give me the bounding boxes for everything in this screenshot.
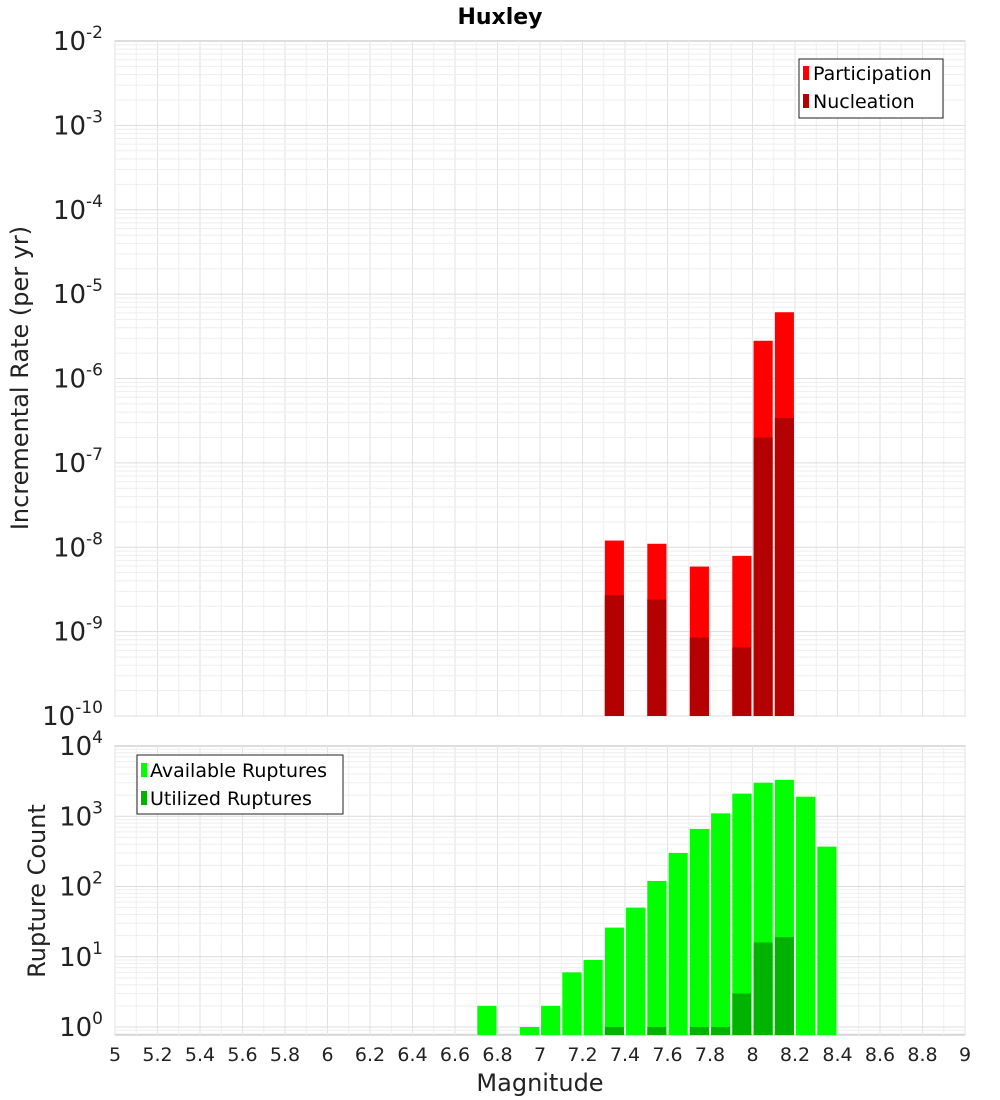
bar-bottom-1-4 xyxy=(732,993,752,1035)
bar-bottom-1-6 xyxy=(774,937,794,1035)
bar-bottom-1-3 xyxy=(711,1027,731,1035)
bar-bottom-0-14 xyxy=(796,796,816,1035)
bar-bottom-0-7 xyxy=(647,880,667,1035)
x-tick-9: 6.8 xyxy=(482,1044,512,1066)
bar-bottom-1-0 xyxy=(604,1027,624,1035)
bar-top-1-1 xyxy=(647,599,667,716)
top-bars xyxy=(604,312,794,716)
y-tick-bottom-3: 103 xyxy=(59,798,103,832)
x-tick-13: 7.6 xyxy=(652,1044,682,1066)
legend-swatch-available xyxy=(141,763,147,777)
bar-bottom-0-3 xyxy=(562,972,582,1035)
bar-bottom-0-5 xyxy=(604,927,624,1035)
x-tick-11: 7.2 xyxy=(567,1044,597,1066)
x-tick-18: 8.6 xyxy=(865,1044,895,1066)
bar-bottom-1-5 xyxy=(753,942,773,1035)
legend-swatch-nucleation xyxy=(803,94,809,108)
y-tick-top-6: 10-4 xyxy=(53,192,103,226)
bottom-y-ticks: 100 101 102 103 104 xyxy=(59,728,103,1043)
bar-bottom-1-2 xyxy=(689,1027,709,1035)
x-tick-3: 5.6 xyxy=(227,1044,257,1066)
top-y-axis-label: Incremental Rate (per yr) xyxy=(6,226,34,530)
x-tick-8: 6.6 xyxy=(440,1044,470,1066)
legend-label-utilized: Utilized Ruptures xyxy=(150,788,312,810)
bar-bottom-0-9 xyxy=(689,828,709,1035)
bar-top-1-5 xyxy=(774,418,794,716)
bar-bottom-0-10 xyxy=(711,813,731,1035)
x-tick-16: 8.2 xyxy=(780,1044,810,1066)
x-tick-12: 7.4 xyxy=(610,1044,640,1066)
y-tick-top-1: 10-9 xyxy=(53,614,103,648)
y-tick-bottom-1: 101 xyxy=(59,939,103,973)
bar-top-1-0 xyxy=(604,595,624,716)
x-tick-7: 6.4 xyxy=(397,1044,427,1066)
top-legend-box xyxy=(798,58,944,119)
bar-bottom-0-2 xyxy=(541,1005,561,1035)
chart-title: Huxley xyxy=(457,5,542,30)
x-axis-label: Magnitude xyxy=(476,1069,603,1097)
y-tick-top-4: 10-6 xyxy=(53,361,103,395)
bar-bottom-0-4 xyxy=(583,959,603,1035)
top-panel: 10-10 10-9 10-8 10-7 10-6 10-5 10-4 10-3 10-2 In… xyxy=(6,23,966,732)
bar-bottom-0-6 xyxy=(626,907,646,1035)
y-tick-top-5: 10-5 xyxy=(53,276,103,310)
x-tick-2: 5.4 xyxy=(185,1044,215,1066)
top-grid xyxy=(114,41,966,717)
x-tick-19: 8.8 xyxy=(907,1044,937,1066)
bottom-bars xyxy=(477,779,837,1035)
x-tick-5: 6 xyxy=(321,1044,333,1066)
bar-bottom-0-0 xyxy=(477,1005,497,1035)
legend-label-nucleation: Nucleation xyxy=(813,91,915,113)
y-tick-top-7: 10-3 xyxy=(53,107,103,141)
x-tick-0: 5 xyxy=(109,1044,121,1066)
x-tick-14: 7.8 xyxy=(695,1044,725,1066)
bottom-legend-box xyxy=(136,754,344,815)
bar-bottom-0-8 xyxy=(668,852,688,1035)
x-tick-17: 8.4 xyxy=(822,1044,852,1066)
top-y-ticks: 10-10 10-9 10-8 10-7 10-6 10-5 10-4 10-3 10-2 xyxy=(42,23,103,732)
bottom-legend: Available Ruptures Utilized Ruptures xyxy=(136,754,344,815)
bar-bottom-0-11 xyxy=(732,793,752,1035)
x-tick-10: 7 xyxy=(534,1044,546,1066)
bar-top-1-2 xyxy=(689,637,709,716)
bar-bottom-1-1 xyxy=(647,1027,667,1035)
bar-bottom-0-1 xyxy=(519,1027,539,1035)
legend-swatch-utilized xyxy=(141,791,147,805)
legend-label-participation: Participation xyxy=(813,63,932,85)
x-tick-1: 5.2 xyxy=(142,1044,172,1066)
bar-top-1-4 xyxy=(753,437,773,716)
x-tick-4: 5.8 xyxy=(270,1044,300,1066)
bottom-y-axis-label: Rupture Count xyxy=(23,804,51,978)
bottom-panel: 100 101 102 103 104 5 5.2 5.4 5.6 5.8 6 6.2 6.4 6.6 6… xyxy=(23,728,971,1097)
bar-bottom-0-15 xyxy=(817,846,837,1035)
y-tick-top-3: 10-7 xyxy=(53,445,103,479)
y-tick-top-8: 10-2 xyxy=(53,23,103,57)
y-tick-bottom-4: 104 xyxy=(59,728,103,762)
legend-swatch-participation xyxy=(803,66,809,80)
y-tick-top-2: 10-8 xyxy=(53,529,103,563)
x-axis-ticks: 5 5.2 5.4 5.6 5.8 6 6.2 6.4 6.6 6.8 7 7.2 7.4 7.6 7.8 8… xyxy=(109,1044,971,1066)
legend-label-available: Available Ruptures xyxy=(150,760,327,782)
x-tick-6: 6.2 xyxy=(355,1044,385,1066)
y-tick-top-0: 10-10 xyxy=(42,698,103,732)
y-tick-bottom-2: 102 xyxy=(59,869,103,903)
top-legend: Participation Nucleation xyxy=(798,58,944,119)
x-tick-20: 9 xyxy=(959,1044,971,1066)
y-tick-bottom-0: 100 xyxy=(59,1009,103,1043)
bar-top-1-3 xyxy=(732,647,752,716)
x-tick-15: 8 xyxy=(746,1044,758,1066)
